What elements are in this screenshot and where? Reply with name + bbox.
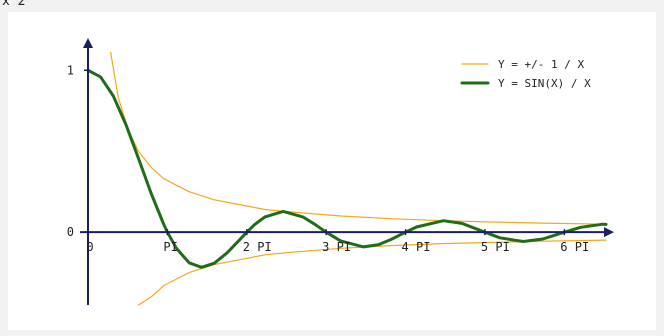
legend: Y = +/- 1 / X Y = SIN(X) / X — [460, 58, 591, 90]
ticks-layer: 0 PI 2 PI 3 PI 4 PI 5 PI 6 PI 0 1 — [67, 63, 589, 254]
y-axis-arrow — [83, 38, 93, 48]
x-tick-label: 0 — [86, 240, 93, 254]
y-tick-label: 0 — [67, 225, 74, 239]
x-tick-label: 5 PI — [481, 240, 510, 254]
x-axis-arrow — [604, 227, 614, 238]
x-tick-label: 6 PI — [560, 240, 589, 254]
series-line-3 — [86, 68, 608, 269]
y-tick-label: 1 — [67, 63, 74, 77]
axes-layer — [80, 38, 614, 305]
x-tick-label: 4 PI — [402, 240, 431, 254]
x-tick-label: PI — [163, 240, 177, 254]
corner-label: x 2 — [2, 0, 26, 9]
legend-label: Y = SIN(X) / X — [498, 77, 591, 90]
x-tick-label: 2 PI — [243, 240, 272, 254]
legend-label: Y = +/- 1 / X — [498, 58, 584, 71]
series-layer — [86, 51, 608, 306]
series-line-2 — [137, 239, 607, 306]
x-tick-label: 3 PI — [322, 240, 351, 254]
